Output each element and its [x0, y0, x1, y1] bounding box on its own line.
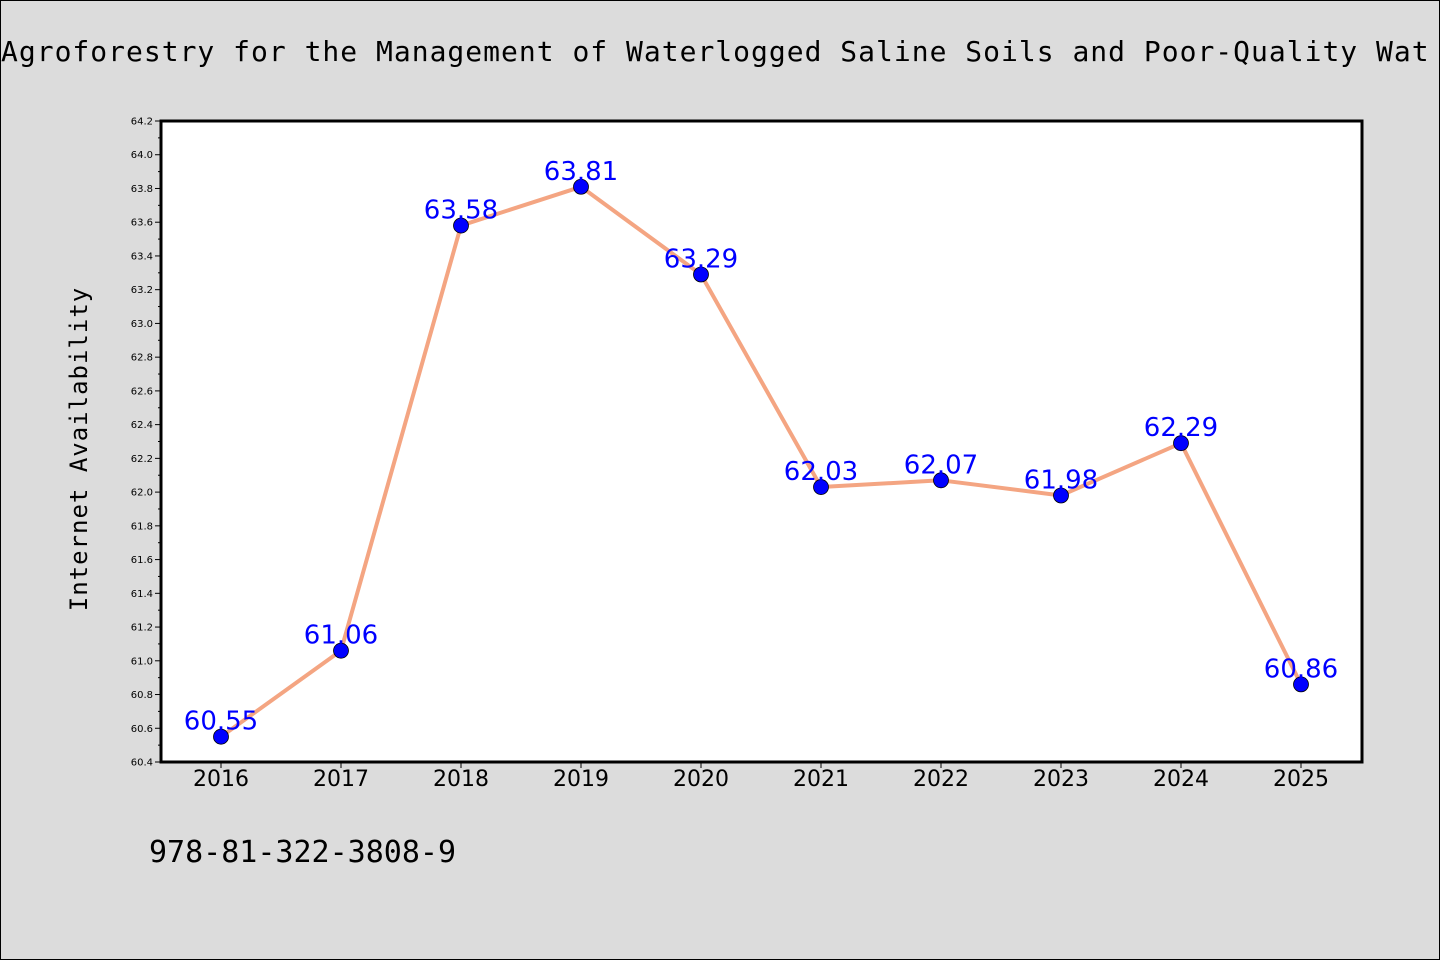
data-point — [213, 728, 229, 745]
y-axis: 60.4 60.6 60.8 61.0 61.2 61.4 61.6 61.8 62.0 62.2… — [131, 117, 161, 769]
y-tick-label: 62.2 — [131, 454, 153, 465]
data-point — [813, 479, 829, 495]
data-point — [573, 178, 589, 195]
data-label: 61.98 — [1024, 465, 1098, 495]
y-tick-label: 63.8 — [131, 184, 153, 195]
data-label: 61.06 — [304, 621, 378, 651]
y-tick-label: 61.6 — [131, 555, 153, 566]
data-label: 63.58 — [424, 196, 498, 226]
y-tick-label: 64.0 — [131, 150, 153, 161]
data-label: 62.29 — [1144, 413, 1218, 443]
data-label: 60.55 — [184, 707, 258, 737]
series-markers — [213, 178, 1309, 745]
x-tick-label: 2025 — [1273, 767, 1329, 792]
data-label: 63.29 — [664, 245, 738, 275]
y-tick-label: 64.2 — [131, 117, 153, 128]
x-tick-label: 2017 — [313, 767, 369, 792]
data-label: 62.03 — [784, 457, 858, 487]
data-point — [453, 217, 469, 234]
x-tick-label: 2022 — [913, 767, 969, 792]
y-tick-label: 61.0 — [131, 656, 153, 667]
data-point — [1173, 435, 1189, 452]
data-labels: 60.55 61.06 63.58 63.81 63.29 62.03 62.07 61.98… — [184, 157, 1338, 737]
y-tick-label: 61.8 — [131, 521, 153, 532]
data-label: 63.81 — [544, 157, 618, 187]
x-tick-label: 2021 — [793, 767, 849, 792]
y-tick-label: 62.4 — [131, 420, 153, 431]
y-tick-label: 63.2 — [131, 285, 153, 296]
data-point — [1053, 487, 1069, 504]
y-tick-label: 63.6 — [131, 218, 153, 229]
x-tick-label: 2020 — [673, 767, 729, 792]
data-point — [1293, 676, 1309, 693]
data-point — [333, 642, 349, 659]
y-tick-label: 60.4 — [131, 758, 153, 769]
x-tick-label: 2016 — [193, 767, 249, 792]
y-tick-label: 62.8 — [131, 353, 153, 364]
y-tick-label: 60.8 — [131, 690, 153, 701]
y-tick-label: 63.0 — [131, 319, 153, 330]
x-axis: 2016 2017 2018 2019 2020 2021 2022 2023 2024 2025 — [193, 762, 1329, 792]
y-tick-label: 61.4 — [131, 589, 153, 600]
y-axis-title: Internet Availability — [65, 287, 93, 611]
y-tick-label: 63.4 — [131, 251, 153, 262]
data-label: 62.07 — [904, 450, 978, 480]
data-point — [933, 472, 949, 489]
x-tick-label: 2018 — [433, 767, 489, 792]
chart-title: Agroforestry for the Management of Water… — [1, 35, 1430, 68]
data-point — [693, 266, 709, 283]
isbn-label: 978-81-322-3808-9 — [149, 835, 457, 870]
x-tick-label: 2019 — [553, 767, 609, 792]
x-tick-label: 2023 — [1033, 767, 1089, 792]
y-tick-label: 62.0 — [131, 488, 153, 499]
data-label: 60.86 — [1264, 654, 1338, 684]
y-tick-label: 61.2 — [131, 623, 153, 634]
y-tick-label: 62.6 — [131, 386, 153, 397]
y-tick-label: 60.6 — [131, 724, 153, 735]
series-line — [219, 184, 1303, 739]
plot-area — [159, 119, 1364, 764]
x-tick-label: 2024 — [1153, 767, 1209, 792]
